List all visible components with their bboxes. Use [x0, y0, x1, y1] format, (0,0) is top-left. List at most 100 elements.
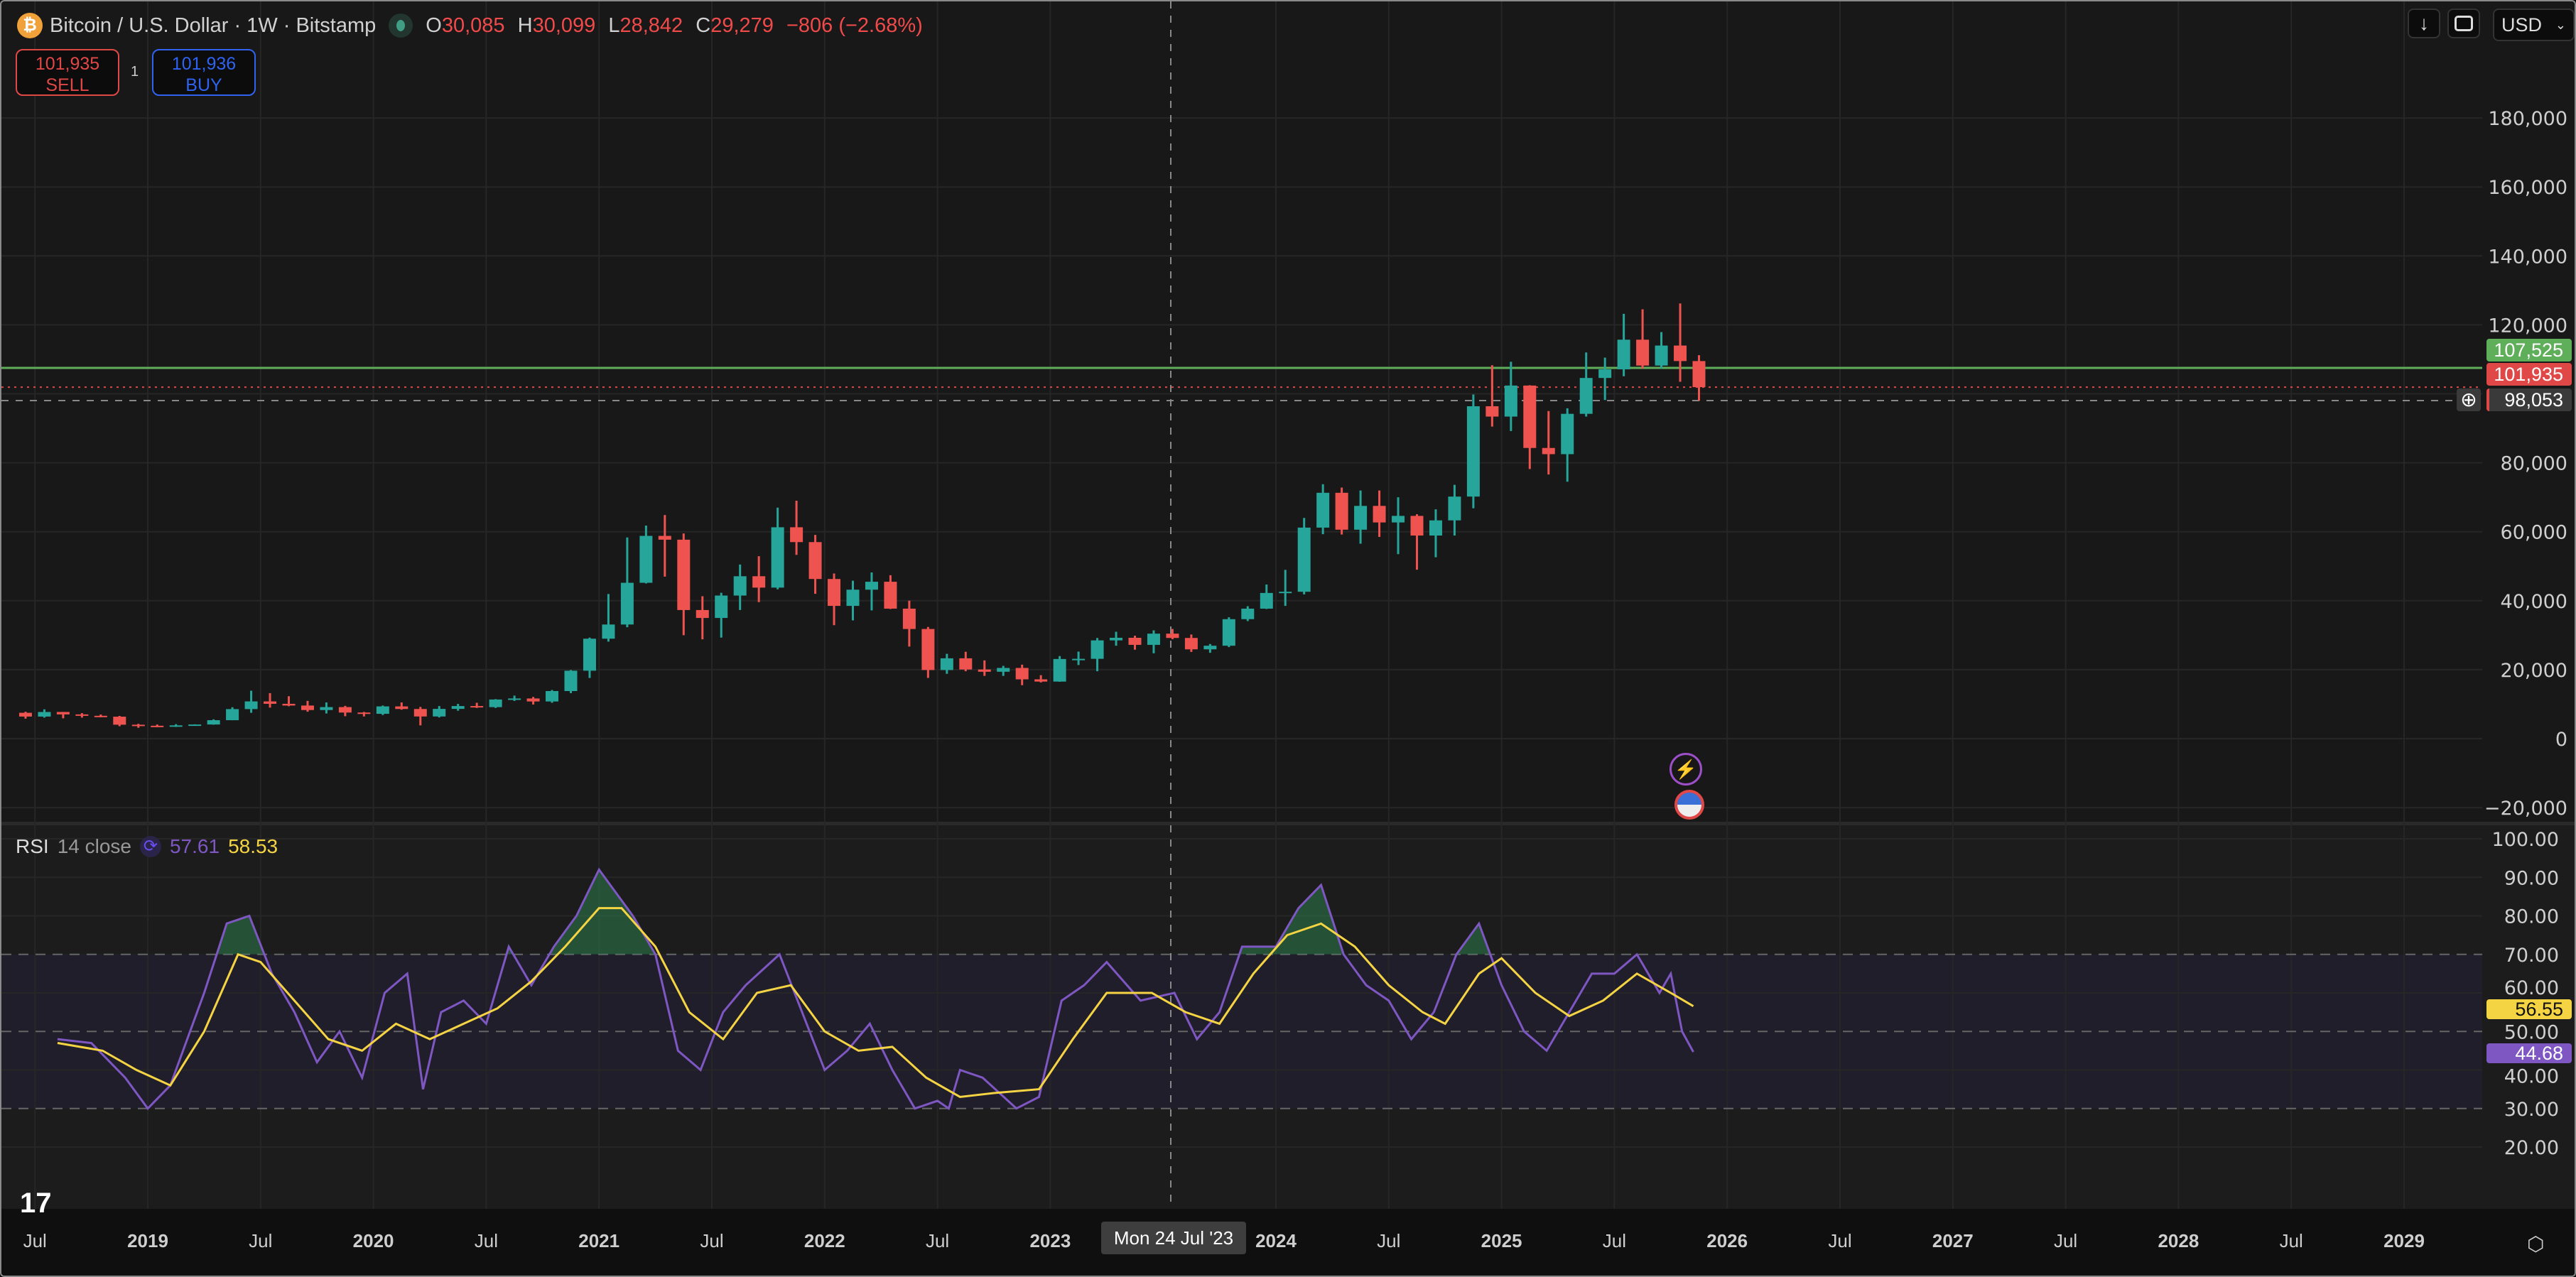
- currency-select[interactable]: USD ⌄: [2493, 9, 2575, 41]
- sell-button[interactable]: 101,935 SELL: [16, 49, 119, 96]
- candle-body: [451, 706, 465, 710]
- candle-body: [1335, 492, 1348, 530]
- candle-body: [1203, 646, 1217, 650]
- candle-body: [1655, 345, 1668, 366]
- time-tick-label: Jul: [1602, 1230, 1627, 1251]
- rsi-title[interactable]: RSI: [16, 835, 49, 857]
- candle-body: [376, 706, 389, 714]
- time-tick-label: Jul: [700, 1230, 724, 1251]
- time-tick-label: 2024: [1255, 1230, 1297, 1251]
- candle-body: [489, 699, 502, 707]
- fullscreen-button[interactable]: [2447, 9, 2480, 38]
- candle-body: [282, 703, 296, 706]
- time-tick-label: Jul: [2279, 1230, 2303, 1251]
- high-value: 30,099: [532, 13, 596, 37]
- candle-body: [1222, 619, 1235, 646]
- candle-body: [583, 638, 596, 671]
- bitcoin-icon: ₿: [17, 13, 43, 38]
- candle-body: [433, 709, 446, 717]
- candle-body: [1128, 637, 1142, 645]
- candle-body: [1279, 592, 1292, 594]
- candle-body: [1184, 638, 1198, 650]
- rsi-tick-label: 30.00: [2504, 1099, 2559, 1121]
- refresh-icon[interactable]: ⟳: [139, 836, 161, 857]
- candle-body: [940, 658, 953, 670]
- candle-body: [546, 691, 559, 702]
- candle-body: [357, 712, 371, 714]
- candle-body: [865, 582, 878, 590]
- candle-body: [56, 712, 70, 714]
- candle-body: [338, 707, 352, 713]
- low-label: L: [608, 13, 620, 37]
- settings-gear-icon[interactable]: ⬡: [2527, 1233, 2545, 1255]
- candle-body: [1617, 339, 1630, 370]
- candle-body: [1636, 339, 1650, 366]
- tradingview-logo[interactable]: 17: [20, 1188, 52, 1219]
- time-tick-label: 2023: [1029, 1230, 1071, 1251]
- market-status-icon[interactable]: [389, 13, 413, 38]
- arrow-down-icon: ↓: [2419, 12, 2429, 34]
- currency-value: USD: [2501, 13, 2543, 36]
- candle-body: [1466, 406, 1480, 497]
- low-value: 28,842: [619, 13, 683, 37]
- candle-body: [94, 715, 107, 717]
- add-alert-plus-icon[interactable]: ⊕: [2457, 388, 2481, 411]
- time-tick-label: Jul: [1377, 1230, 1401, 1251]
- price-tick-label: 40,000: [2501, 591, 2567, 613]
- rsi-value: 57.61: [169, 835, 220, 857]
- scroll-to-latest-button[interactable]: ↓: [2408, 9, 2440, 38]
- candle-body: [715, 595, 728, 619]
- rsi-tick-label: 40.00: [2504, 1066, 2559, 1088]
- candle-body: [226, 709, 239, 721]
- close-label: C: [696, 13, 711, 37]
- us-flag-event-icon[interactable]: [1674, 790, 1704, 820]
- symbol-legend: ₿ Bitcoin / U.S. Dollar · 1W · Bitstamp …: [17, 13, 923, 38]
- candle-body: [1598, 369, 1612, 379]
- sell-price: 101,935: [35, 54, 100, 74]
- buy-button[interactable]: 101,936 BUY: [152, 49, 256, 96]
- price-tick-label: 140,000: [2488, 246, 2567, 268]
- candle-body: [808, 542, 822, 580]
- candle-body: [18, 712, 32, 717]
- candle-body: [113, 717, 126, 725]
- candle-body: [1392, 516, 1405, 523]
- time-tick-label: 2019: [127, 1230, 168, 1251]
- candle-body: [395, 706, 408, 710]
- candle-body: [207, 720, 220, 725]
- candle-body: [264, 701, 277, 704]
- quantity[interactable]: 1: [131, 64, 139, 80]
- candle-body: [1034, 679, 1048, 682]
- rsi-tick-label: 70.00: [2504, 945, 2559, 967]
- time-tick-label: Jul: [23, 1230, 47, 1251]
- candle-body: [526, 698, 540, 702]
- candle-body: [828, 579, 841, 607]
- rsi-params: 14 close: [57, 835, 131, 857]
- candle-body: [696, 609, 709, 619]
- candle-body: [1297, 527, 1311, 592]
- candle-body: [1579, 378, 1593, 414]
- symbol-title[interactable]: Bitcoin / U.S. Dollar · 1W · Bitstamp: [50, 13, 377, 37]
- candle-body: [658, 536, 671, 540]
- candle-body: [790, 527, 803, 543]
- candle-body: [1542, 447, 1555, 455]
- time-tick-label: 2022: [803, 1230, 845, 1251]
- lightning-event-icon[interactable]: ⚡: [1669, 753, 1702, 786]
- price-tick-label: 80,000: [2501, 453, 2567, 475]
- price-tick-label: −20,000: [2484, 798, 2567, 820]
- candle-body: [902, 608, 916, 629]
- price-tick-label: 180,000: [2488, 108, 2567, 130]
- candle-body: [1053, 658, 1066, 682]
- candle-body: [639, 536, 653, 583]
- pane-separator: [1, 822, 2575, 825]
- candle-body: [1166, 634, 1179, 638]
- candle-body: [677, 539, 691, 610]
- candle-body: [1523, 385, 1537, 448]
- candle-body: [1674, 345, 1687, 362]
- rsi-tick-label: 50.00: [2504, 1021, 2559, 1043]
- candle-body: [602, 624, 615, 639]
- candle-body: [997, 668, 1010, 672]
- candle-body: [508, 698, 521, 700]
- candle-body: [169, 725, 183, 727]
- time-tick-label: 2029: [2383, 1230, 2425, 1251]
